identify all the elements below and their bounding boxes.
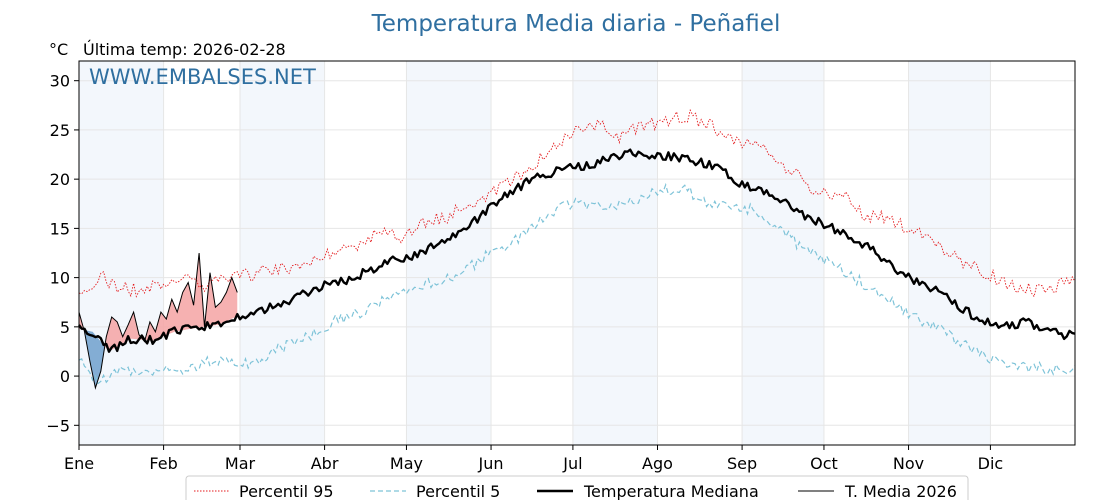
series-lines: [78, 108, 1076, 390]
x-tick-label: Ago: [642, 454, 673, 473]
x-tick-label: Nov: [893, 454, 924, 473]
y-tick-label: 20: [50, 170, 70, 189]
plot-frame: [78, 60, 1076, 446]
month-band: [79, 61, 164, 445]
x-tick-label: Sep: [727, 454, 757, 473]
last-temp-label: Última temp: 2026-02-28: [83, 40, 286, 59]
y-tick-label: 5: [60, 318, 70, 337]
x-tick-label: Jul: [562, 454, 582, 473]
y-tick-label: 0: [60, 367, 70, 386]
y-axis: −5 0 5 10 15 20 25 30: [46, 72, 79, 435]
anomaly-fill-warm: [145, 253, 205, 341]
x-tick-label: May: [390, 454, 423, 473]
x-tick-label: Oct: [810, 454, 838, 473]
x-tick-label: Feb: [149, 454, 177, 473]
x-tick-label: Mar: [225, 454, 256, 473]
y-tick-label: −5: [46, 416, 70, 435]
x-tick-label: Ene: [64, 454, 94, 473]
legend-box: [185, 475, 969, 500]
series-t-media-2026: [78, 252, 238, 390]
y-tick-label: 25: [50, 121, 70, 140]
legend-label-p5: Percentil 5: [416, 482, 500, 500]
anomaly-fill-warm: [205, 272, 238, 327]
month-band: [406, 61, 492, 445]
y-tick-label: 30: [50, 72, 70, 91]
watermark: WWW.EMBALSES.NET: [89, 65, 316, 89]
y-tick-label: 15: [50, 219, 70, 238]
month-band: [239, 61, 325, 445]
x-axis: Ene Feb Mar Abr May Jun Jul Ago Sep Oct Nov Dic: [64, 445, 1003, 473]
anomaly-fills: [79, 253, 238, 388]
month-band: [572, 61, 658, 445]
anomaly-fill-warm: [104, 312, 144, 352]
series-percentil-5: [78, 182, 1076, 385]
month-bands: [79, 61, 991, 445]
legend-label-p95: Percentil 95: [239, 482, 334, 500]
legend: Percentil 95 Percentil 5 Temperatura Med…: [185, 475, 969, 500]
legend-label-2026: T. Media 2026: [844, 482, 957, 500]
x-tick-label: Jun: [478, 454, 504, 473]
x-tick-label: Dic: [978, 454, 1004, 473]
x-tick-label: Abr: [311, 454, 339, 473]
chart-title: Temperatura Media diaria - Peñafiel: [371, 11, 781, 37]
y-tick-label: 10: [50, 269, 70, 288]
month-band: [908, 61, 991, 445]
unit-label: °C: [49, 40, 68, 59]
legend-label-mediana: Temperatura Mediana: [583, 482, 759, 500]
series-temperatura-mediana: [78, 148, 1076, 353]
month-band: [742, 61, 824, 445]
